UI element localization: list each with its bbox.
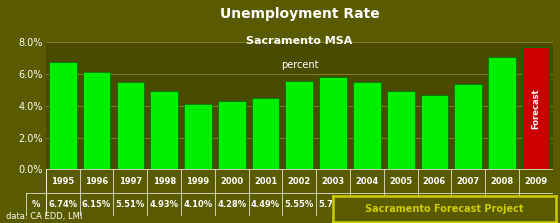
Bar (286, 81, 313, 169)
Text: 7.69%: 7.69% (521, 200, 550, 209)
Bar (353, 82, 381, 169)
Text: %: % (32, 200, 40, 209)
Text: 2006: 2006 (423, 177, 446, 186)
Text: 6.74%: 6.74% (48, 200, 77, 209)
Text: 4.28%: 4.28% (217, 200, 246, 209)
Text: 4.49%: 4.49% (251, 200, 280, 209)
Text: 5.38%: 5.38% (454, 200, 483, 209)
Bar (49, 62, 77, 169)
Text: 2007: 2007 (457, 177, 480, 186)
Text: 4.70%: 4.70% (420, 200, 449, 209)
Bar (454, 84, 482, 169)
Text: Sacramento Forecast Project: Sacramento Forecast Project (365, 204, 524, 214)
Bar (319, 77, 347, 169)
Text: 1996: 1996 (85, 177, 108, 186)
Bar (83, 72, 110, 169)
Text: 1999: 1999 (186, 177, 209, 186)
Text: 5.51%: 5.51% (116, 200, 145, 209)
Text: 4.10%: 4.10% (183, 200, 213, 209)
Text: 4.92%: 4.92% (386, 200, 416, 209)
Text: 2009: 2009 (524, 177, 547, 186)
Bar (387, 91, 414, 169)
Text: 1995: 1995 (51, 177, 74, 186)
Text: 2000: 2000 (220, 177, 243, 186)
Bar (488, 57, 516, 169)
Bar (522, 47, 550, 169)
Bar (184, 104, 212, 169)
Bar (116, 82, 144, 169)
Text: Sacramento MSA: Sacramento MSA (246, 36, 353, 46)
Text: data: CA EDD, LMI: data: CA EDD, LMI (6, 212, 82, 221)
Text: 5.55%: 5.55% (284, 200, 314, 209)
Text: 5.51%: 5.51% (352, 200, 381, 209)
Text: 2002: 2002 (288, 177, 311, 186)
Bar (251, 98, 279, 169)
Text: 2001: 2001 (254, 177, 277, 186)
Text: 1997: 1997 (119, 177, 142, 186)
Text: percent: percent (281, 60, 318, 70)
Text: 7.09%: 7.09% (488, 200, 516, 209)
Bar (150, 91, 178, 169)
Text: 6.15%: 6.15% (82, 200, 111, 209)
Bar (421, 95, 449, 169)
Text: Forecast: Forecast (531, 88, 540, 129)
Text: 2005: 2005 (389, 177, 412, 186)
Text: 4.93%: 4.93% (150, 200, 179, 209)
Text: Unemployment Rate: Unemployment Rate (220, 7, 380, 21)
Text: 5.79%: 5.79% (319, 200, 348, 209)
Text: 2004: 2004 (355, 177, 379, 186)
Text: 2008: 2008 (491, 177, 514, 186)
Bar (218, 101, 246, 169)
Text: 2003: 2003 (321, 177, 344, 186)
Text: 1998: 1998 (153, 177, 176, 186)
